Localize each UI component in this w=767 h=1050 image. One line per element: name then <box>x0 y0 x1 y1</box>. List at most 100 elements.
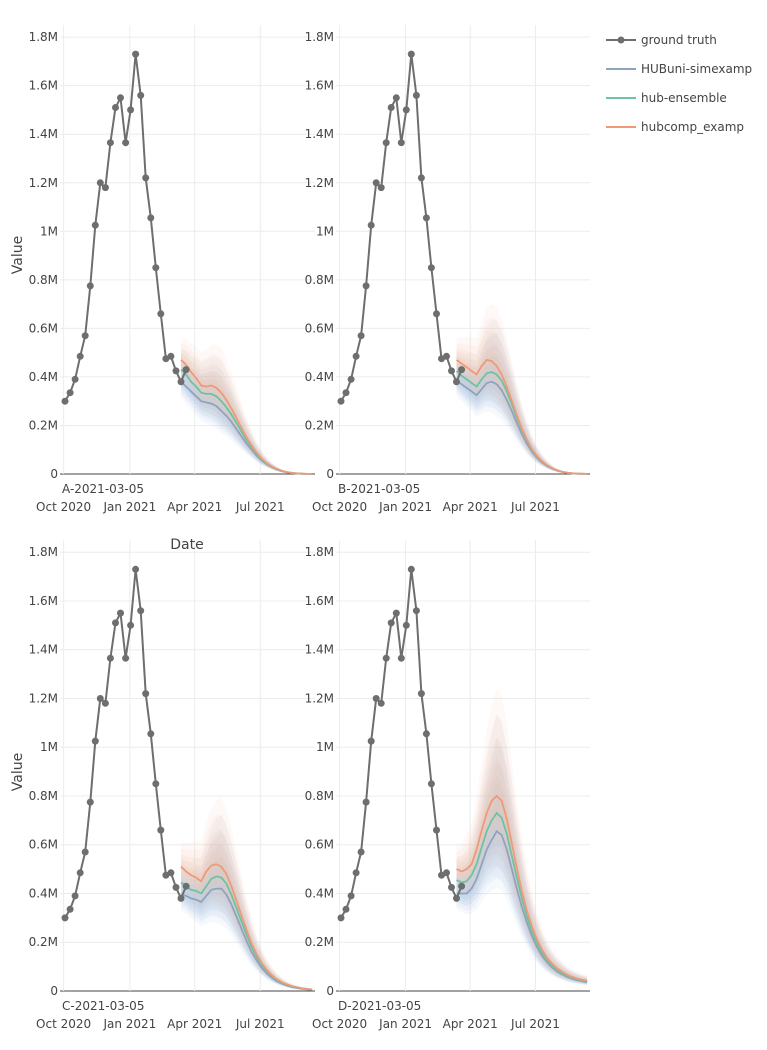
y-tick-label: 1.6M <box>305 79 334 93</box>
ground-truth-point <box>387 104 395 111</box>
band-HUBuni-simexamp <box>181 372 313 474</box>
band-hubcomp_examp <box>456 714 588 984</box>
ground-truth-point <box>142 174 150 182</box>
series-line-HUBuni-simexamp <box>456 829 588 984</box>
band-hubcomp_examp <box>456 340 588 474</box>
y-tick-label: 1.8M <box>305 545 334 559</box>
band-HUBuni-simexamp <box>456 764 588 985</box>
ground-truth-point <box>448 883 455 891</box>
ground-truth-point <box>96 179 104 187</box>
x-tick-label: Oct 2020 <box>36 1017 91 1031</box>
ground-truth-point <box>402 106 410 114</box>
y-tick-label: 1M <box>316 224 334 238</box>
ground-truth-point <box>427 780 435 788</box>
ground-truth-point <box>172 883 180 891</box>
x-tick-label: Jul 2021 <box>510 500 560 514</box>
ground-truth-point <box>71 892 79 900</box>
y-tick-label: 1.2M <box>29 691 58 705</box>
series-line-hubcomp_examp <box>180 863 313 991</box>
legend-label-huBuni-simexamp: HUBuni-simexamp <box>641 62 752 76</box>
ground-truth-point <box>443 352 450 360</box>
y-tick-label: 0 <box>326 467 334 481</box>
band-HUBuni-simexamp <box>181 868 313 990</box>
ground-truth-point <box>157 310 165 318</box>
ground-truth-point <box>352 352 360 360</box>
legend-item-hub-ensemble[interactable]: hub-ensemble <box>606 91 727 105</box>
y-tick-label: 0.4M <box>305 886 334 900</box>
legend-item-huBuni-simexamp[interactable]: HUBuni-simexamp <box>606 62 752 76</box>
ground-truth-point <box>91 737 99 745</box>
band-hub-ensemble <box>456 759 588 984</box>
y-tick-label: 0.6M <box>29 321 58 335</box>
ground-truth-point <box>76 352 84 360</box>
x-tick-label: Oct 2020 <box>312 500 367 514</box>
ground-truth-line <box>340 53 463 402</box>
ground-truth-point <box>117 609 124 617</box>
legend-item-hubcomp-examp[interactable]: hubcomp_examp <box>606 120 744 134</box>
ground-truth-point <box>86 798 94 806</box>
y-tick-label: 1.8M <box>29 545 58 559</box>
ground-truth-point <box>101 184 109 192</box>
band-hub-ensemble <box>456 319 588 474</box>
x-tick-label: Jan 2021 <box>102 500 156 514</box>
ground-truth-point <box>147 214 155 222</box>
legend: ground truth HUBuni-simexamp hub-ensembl… <box>606 33 752 134</box>
series-line-hubcomp_examp <box>456 794 588 982</box>
ground-truth-point <box>81 332 89 340</box>
ground-truth-point <box>167 869 175 877</box>
band-hub-ensemble <box>181 349 313 474</box>
x-tick-label: Oct 2020 <box>36 500 91 514</box>
ground-truth-line <box>64 53 188 402</box>
y-axis-title-top: Value <box>10 236 26 274</box>
ground-truth-point <box>172 367 180 375</box>
band-hubcomp_examp <box>456 688 588 985</box>
ground-truth-point <box>367 221 375 229</box>
ground-truth-point <box>342 389 350 397</box>
ground-truth-point <box>101 699 109 707</box>
ground-truth-point <box>458 366 466 374</box>
band-HUBuni-simexamp <box>456 743 588 986</box>
panel-a: 0 0.2M 0.4M 0.6M 0.8M 1M 1.2M 1.4M 1.6M 1.8M Oct 2… <box>29 25 315 514</box>
legend-item-ground-truth[interactable]: ground truth <box>606 33 717 47</box>
band-hub-ensemble <box>181 362 313 474</box>
ground-truth-point <box>132 565 140 573</box>
ground-truth-point <box>382 654 390 662</box>
panel-b: 0 0.2M 0.4M 0.6M 0.8M 1M 1.2M 1.4M 1.6M 1.8M Oct 2… <box>305 25 590 514</box>
y-tick-label: 0.2M <box>29 935 58 949</box>
band-HUBuni-simexamp <box>456 356 588 474</box>
band-hub-ensemble <box>181 354 313 474</box>
ground-truth-point <box>106 654 114 662</box>
ground-truth-point <box>347 892 355 900</box>
y-tick-label: 0.8M <box>29 273 58 287</box>
x-tick-label: Jan 2021 <box>102 1017 156 1031</box>
ground-truth-point <box>362 798 370 806</box>
ground-truth-point <box>443 869 450 877</box>
band-hubcomp_examp <box>181 351 313 474</box>
band-HUBuni-simexamp <box>456 346 588 474</box>
ground-truth-point <box>76 869 84 877</box>
band-HUBuni-simexamp <box>181 845 313 991</box>
ground-truth-point <box>377 184 385 192</box>
band-hubcomp_examp <box>456 304 588 474</box>
ground-truth-point <box>152 264 160 272</box>
band-HUBuni-simexamp <box>181 364 313 474</box>
y-tick-label: 1.4M <box>29 127 58 141</box>
series-line-hub-ensemble <box>456 811 588 983</box>
band-hubcomp_examp <box>181 814 313 990</box>
panel-label: C-2021-03-05 <box>62 999 144 1013</box>
y-tick-label: 0.2M <box>29 418 58 432</box>
band-hubcomp_examp <box>456 330 588 474</box>
band-hubcomp_examp <box>456 757 588 983</box>
ground-truth-point <box>117 94 124 102</box>
y-tick-label: 1.4M <box>305 643 334 657</box>
y-tick-label: 1.6M <box>29 79 58 93</box>
ground-truth-point <box>81 848 89 856</box>
band-HUBuni-simexamp <box>456 364 588 474</box>
band-HUBuni-simexamp <box>181 378 313 474</box>
band-HUBuni-simexamp <box>181 857 313 991</box>
y-tick-label: 1.4M <box>305 127 334 141</box>
ground-truth-point <box>352 869 360 877</box>
legend-label-hub-ensemble: hub-ensemble <box>641 91 727 105</box>
ground-truth-point <box>427 264 435 272</box>
ground-truth-point <box>417 690 425 698</box>
